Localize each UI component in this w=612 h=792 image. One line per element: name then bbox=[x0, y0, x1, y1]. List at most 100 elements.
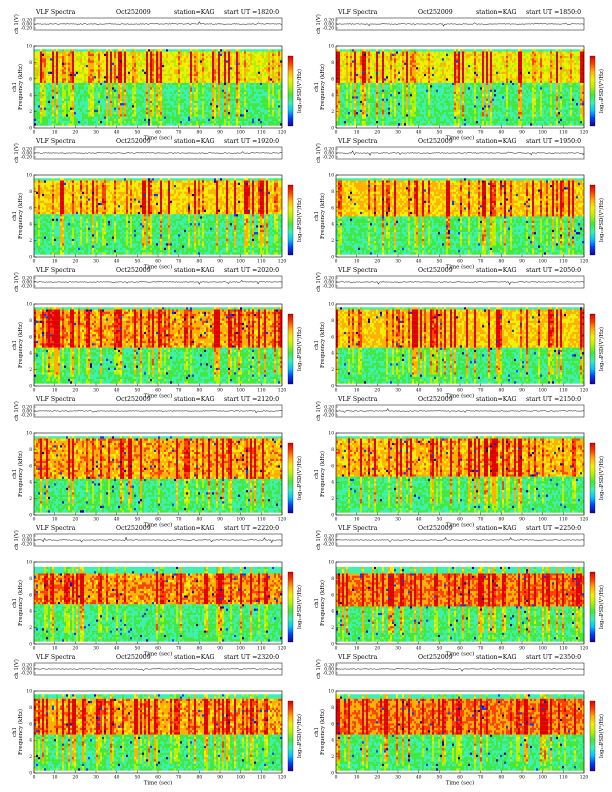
spectrogram-cell bbox=[374, 51, 377, 54]
spectrogram-cell bbox=[250, 107, 253, 110]
spectrogram-cell bbox=[234, 116, 237, 119]
spectrogram-cell bbox=[348, 78, 351, 81]
spectrogram-cell bbox=[278, 89, 281, 93]
spectrogram-cell bbox=[106, 85, 109, 88]
spectrogram-cell bbox=[354, 87, 357, 90]
spectrogram-cell bbox=[280, 53, 283, 57]
spectrogram-cell bbox=[232, 116, 235, 119]
spectrogram-cell bbox=[372, 76, 375, 79]
spectrogram-cell bbox=[72, 56, 75, 59]
spectrogram-cell bbox=[164, 103, 167, 106]
spectrogram-cell bbox=[180, 85, 183, 88]
spectrogram-cell bbox=[278, 87, 281, 90]
spectrogram-cell bbox=[246, 109, 249, 113]
spectrogram-cell bbox=[196, 94, 199, 97]
spectrogram-cell bbox=[86, 69, 89, 72]
spectrogram-cell bbox=[68, 64, 71, 68]
spectrogram-cell bbox=[68, 80, 71, 84]
spectrogram-cell bbox=[340, 49, 343, 52]
spectrogram-cell bbox=[68, 116, 71, 119]
spectrogram-cell bbox=[362, 123, 365, 126]
spectrogram-cell bbox=[266, 98, 269, 102]
spectrogram-cell bbox=[138, 109, 141, 113]
spectrogram-cell bbox=[76, 73, 79, 77]
spectrogram-cell bbox=[142, 87, 145, 90]
spectrogram-cell bbox=[90, 53, 93, 57]
spectrogram-cell bbox=[176, 64, 179, 68]
spectrogram-cell bbox=[136, 116, 139, 119]
spectrogram-cell bbox=[60, 82, 63, 86]
spectrogram-cell bbox=[370, 76, 373, 79]
spectrogram-cell bbox=[194, 118, 197, 122]
spectrogram-cell bbox=[58, 60, 61, 63]
spectrogram-cell bbox=[250, 114, 253, 117]
spectrogram-cell bbox=[158, 109, 161, 113]
spectrogram-cell bbox=[238, 82, 241, 86]
spectrogram-cell bbox=[226, 112, 229, 115]
spectrogram-cell bbox=[114, 56, 117, 59]
spectrogram-cell bbox=[136, 112, 139, 115]
spectrogram-cell bbox=[168, 51, 171, 54]
spectrogram-cell bbox=[98, 78, 101, 81]
spectrogram-cell bbox=[38, 62, 41, 66]
spectrogram-cell bbox=[202, 121, 205, 124]
spectrogram-cell bbox=[66, 67, 69, 70]
spectrogram-cell bbox=[228, 116, 231, 119]
spectrogram-cell bbox=[36, 123, 39, 126]
spectrogram-cell bbox=[98, 49, 101, 52]
spectrogram-cell bbox=[138, 91, 141, 95]
spectrogram-cell bbox=[224, 60, 227, 63]
spectrogram-cell bbox=[72, 91, 75, 95]
spectrogram-cell bbox=[224, 56, 227, 59]
spectrogram-cell bbox=[84, 80, 87, 84]
spectrogram-cell bbox=[70, 103, 73, 106]
spectrogram-cell bbox=[150, 112, 153, 115]
spectrogram-cell bbox=[206, 76, 209, 79]
spectrogram-cell bbox=[224, 114, 227, 117]
spectrogram-cell bbox=[118, 109, 121, 113]
spectrogram-cell bbox=[256, 91, 259, 95]
spectrogram-cell bbox=[180, 116, 183, 119]
spectrogram-cell bbox=[154, 121, 157, 124]
spectrogram-cell bbox=[174, 51, 177, 54]
spectrogram-cell bbox=[74, 114, 77, 117]
spectrogram-cell bbox=[60, 53, 63, 57]
spectrogram-cell bbox=[374, 71, 377, 75]
spectrogram-cell bbox=[358, 56, 361, 59]
spectrogram-cell bbox=[162, 78, 165, 81]
spectrogram-cell bbox=[192, 60, 195, 63]
spectrogram-cell bbox=[272, 91, 275, 95]
spectrogram-cell bbox=[258, 98, 261, 102]
spectrogram-cell bbox=[144, 76, 147, 79]
spectrogram-cell bbox=[244, 73, 247, 77]
spectrogram-cell bbox=[264, 60, 267, 63]
spectrogram-cell bbox=[102, 80, 105, 84]
spectrogram-cell bbox=[354, 76, 357, 79]
spectrogram-cell bbox=[158, 80, 161, 84]
spectrogram-cell bbox=[116, 98, 119, 102]
spectrogram-cell bbox=[66, 58, 69, 61]
spectrogram-cell bbox=[138, 87, 141, 90]
spectrogram-cell bbox=[278, 80, 281, 84]
spectrogram-cell bbox=[176, 78, 179, 81]
spectrogram-cell bbox=[130, 73, 133, 77]
spectrogram-cell bbox=[244, 51, 247, 54]
spectrogram-cell bbox=[260, 60, 263, 63]
spectrogram-cell bbox=[128, 116, 131, 119]
spectrogram-cell bbox=[242, 109, 245, 113]
spectrogram-cell bbox=[104, 91, 107, 95]
spectrogram-cell bbox=[166, 60, 169, 63]
spectrogram-cell bbox=[352, 58, 355, 61]
spectrogram-cell bbox=[354, 85, 357, 88]
spectrogram-cell bbox=[50, 112, 53, 115]
spectrogram-cell bbox=[260, 91, 263, 95]
spectrogram-cell bbox=[182, 123, 185, 126]
spectrogram-cell bbox=[170, 100, 173, 104]
spectrogram-cell bbox=[240, 62, 243, 66]
spectrogram-cell bbox=[96, 49, 99, 52]
spectrogram-cell bbox=[114, 112, 117, 115]
spectrogram-cell bbox=[234, 100, 237, 104]
spectrogram-cell bbox=[350, 123, 353, 126]
spectrogram-cell bbox=[366, 51, 369, 54]
spectrogram-cell bbox=[120, 94, 123, 97]
